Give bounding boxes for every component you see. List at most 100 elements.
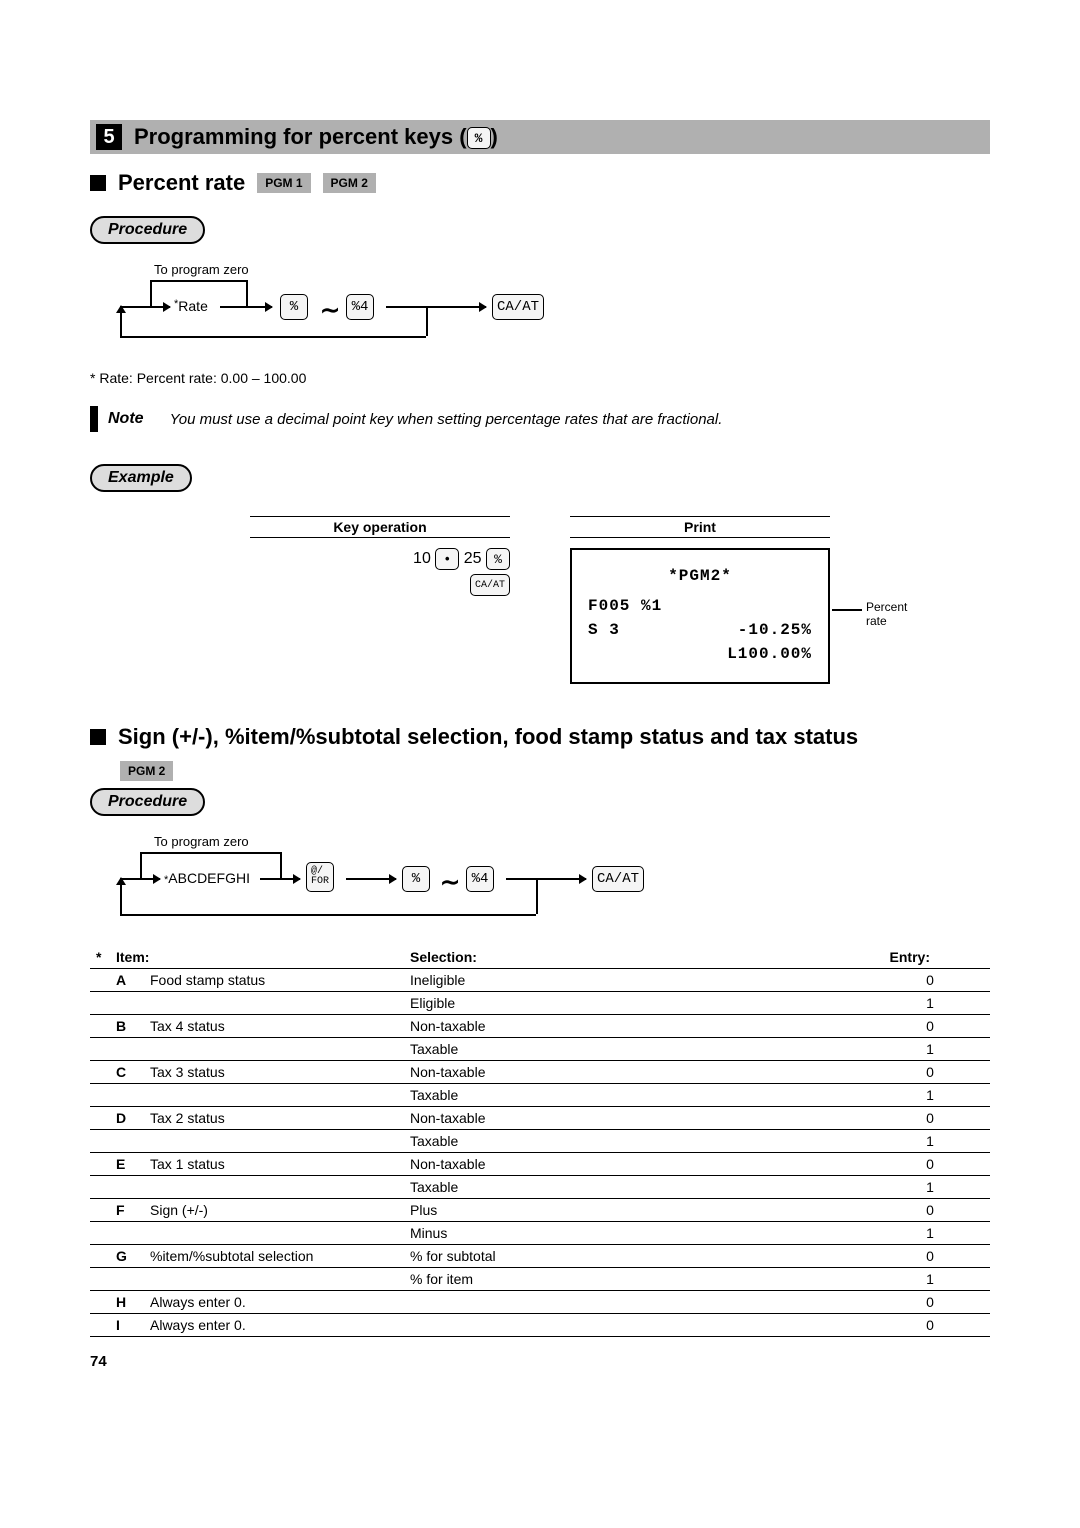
procedure-flow-1: To program zero *Rate % ∼ %4 CA/AT — [120, 262, 990, 352]
keyop-25: 25 — [464, 550, 482, 567]
section-title-text: Programming for percent keys ( — [134, 124, 467, 149]
percent-key-icon: % — [467, 127, 491, 149]
page-number: 74 — [90, 1353, 990, 1370]
table-row: HAlways enter 0.0 — [90, 1291, 990, 1314]
percent4-key-label: %4 — [346, 294, 374, 320]
cell-entry: 0 — [870, 1245, 990, 1268]
th-selection: Selection: — [404, 946, 870, 969]
flow-loop2-v1 — [426, 306, 428, 336]
cell-item — [144, 992, 404, 1015]
cell-letter — [110, 992, 144, 1015]
cell-item: Tax 1 status — [144, 1153, 404, 1176]
caat-key-2: CA/AT — [592, 866, 644, 892]
cell-selection: Minus — [404, 1222, 870, 1245]
keyop-caat-key: CA/AT — [470, 574, 510, 596]
cell-selection: Taxable — [404, 1130, 870, 1153]
section-number: 5 — [96, 124, 122, 150]
table-row: FSign (+/-)Plus0 — [90, 1199, 990, 1222]
caat-key-2-label: CA/AT — [592, 866, 644, 892]
sign-header: Sign (+/-), %item/%subtotal selection, f… — [118, 724, 858, 750]
cell-selection — [404, 1314, 870, 1337]
annot-line-1: Percent — [866, 600, 907, 614]
cell-item: Tax 2 status — [144, 1107, 404, 1130]
print-line-2-left: S 3 — [588, 618, 620, 642]
keyop-10: 10 — [413, 550, 431, 567]
cell-entry: 0 — [870, 969, 990, 992]
print-receipt-box: *PGM2* F005 %1 S 3 -10.25% L100.00% — [570, 548, 830, 684]
table-row: Taxable1 — [90, 1176, 990, 1199]
cell-selection: Taxable — [404, 1038, 870, 1061]
rate-text: Rate — [178, 298, 208, 314]
cell-item — [144, 1176, 404, 1199]
print-line-1: F005 %1 — [588, 594, 812, 618]
cell-blank — [90, 1176, 110, 1199]
table-row: Taxable1 — [90, 1084, 990, 1107]
procedure-label-2: Procedure — [90, 788, 205, 816]
cell-entry: 0 — [870, 1314, 990, 1337]
cell-item — [144, 1038, 404, 1061]
flow2-loop-v2 — [140, 852, 142, 878]
cell-entry: 0 — [870, 1291, 990, 1314]
tilde-2: ∼ — [440, 868, 460, 897]
flow-loop-h — [150, 280, 246, 282]
percent-rate-subhead: Percent rate PGM 1 PGM 2 — [90, 170, 990, 196]
key-operation-column: Key operation 10 • 25 % CA/AT — [250, 516, 510, 596]
cell-blank — [90, 1015, 110, 1038]
percent4-key-2: %4 — [466, 866, 494, 892]
cell-letter — [110, 1038, 144, 1061]
square-bullet-icon-2 — [90, 729, 106, 745]
cell-blank — [90, 1130, 110, 1153]
cell-entry: 1 — [870, 1130, 990, 1153]
cell-entry: 0 — [870, 1153, 990, 1176]
table-row: BTax 4 statusNon-taxable0 — [90, 1015, 990, 1038]
percent4-key-2-label: %4 — [466, 866, 494, 892]
cell-item: %item/%subtotal selection — [144, 1245, 404, 1268]
cell-letter: G — [110, 1245, 144, 1268]
cell-item: Tax 3 status — [144, 1061, 404, 1084]
cell-letter: H — [110, 1291, 144, 1314]
table-row: DTax 2 statusNon-taxable0 — [90, 1107, 990, 1130]
cell-item — [144, 1084, 404, 1107]
th-item: Item: — [110, 946, 404, 969]
table-row: ETax 1 statusNon-taxable0 — [90, 1153, 990, 1176]
note-text: You must use a decimal point key when se… — [170, 411, 723, 428]
note-row: Note You must use a decimal point key wh… — [90, 406, 990, 432]
print-line-3: L100.00% — [588, 642, 812, 666]
square-bullet-icon — [90, 175, 106, 191]
print-header: Print — [570, 516, 830, 538]
flow-loop-v1 — [246, 280, 248, 306]
pgm2-badge: PGM 2 — [323, 173, 376, 193]
cell-selection: Non-taxable — [404, 1061, 870, 1084]
th-star: * — [90, 946, 110, 969]
to-program-zero-label-2: To program zero — [154, 834, 249, 849]
cell-letter: D — [110, 1107, 144, 1130]
cell-selection: % for subtotal — [404, 1245, 870, 1268]
flow-loop-v2 — [150, 280, 152, 306]
cell-entry: 0 — [870, 1107, 990, 1130]
cell-selection: Non-taxable — [404, 1015, 870, 1038]
cell-item: Food stamp status — [144, 969, 404, 992]
for-key-label: @/FOR — [306, 862, 334, 892]
percent-key-2-label: % — [402, 866, 430, 892]
cell-letter: F — [110, 1199, 144, 1222]
example-label: Example — [90, 464, 192, 492]
cell-blank — [90, 992, 110, 1015]
cell-letter — [110, 1222, 144, 1245]
flow2-loop2-h — [120, 914, 536, 916]
rate-footnote: * Rate: Percent rate: 0.00 – 100.00 — [90, 370, 990, 386]
cell-entry: 1 — [870, 1176, 990, 1199]
flow2-loop-v1 — [280, 852, 282, 878]
dot-key-icon: • — [435, 548, 459, 570]
table-row: % for item1 — [90, 1268, 990, 1291]
flow2-arrow-4 — [506, 878, 586, 880]
cell-letter: B — [110, 1015, 144, 1038]
key-operation-header: Key operation — [250, 516, 510, 538]
percent-key: % — [280, 294, 308, 320]
flow2-arrow-2 — [260, 878, 300, 880]
cell-entry: 1 — [870, 1222, 990, 1245]
abcdefghi-label: *ABCDEFGHI — [164, 870, 250, 886]
section-header: 5 Programming for percent keys (%) — [90, 120, 990, 154]
print-line-2-right: -10.25% — [738, 618, 812, 642]
sign-subhead: Sign (+/-), %item/%subtotal selection, f… — [90, 724, 990, 750]
caat-key-label: CA/AT — [492, 294, 544, 320]
